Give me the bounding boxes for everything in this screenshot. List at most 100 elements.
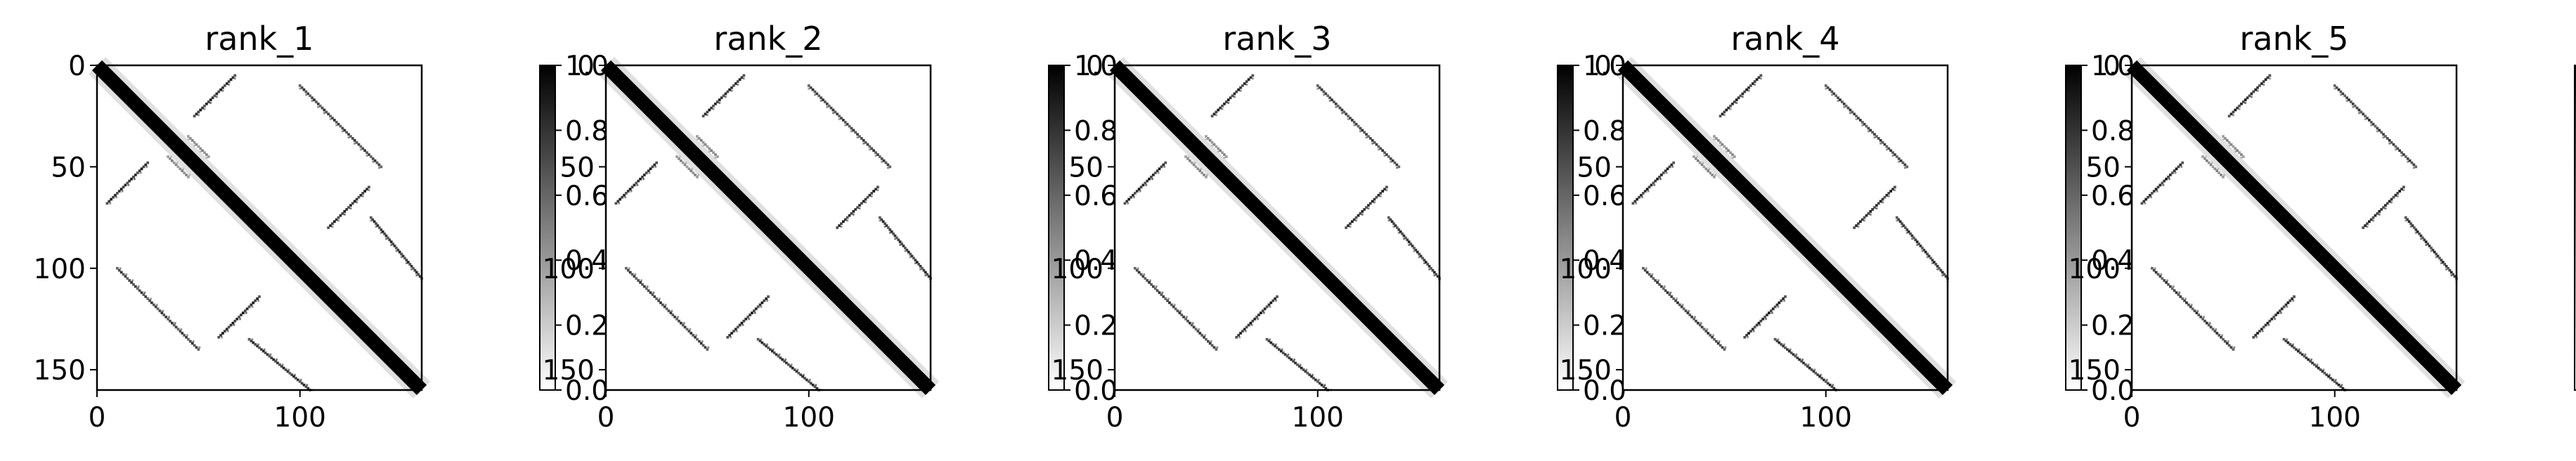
contact-cell <box>1151 178 1153 181</box>
contact-cell <box>2312 363 2316 366</box>
contact-cell <box>742 319 746 323</box>
contact-cell <box>298 380 302 383</box>
contact-cell <box>1885 148 1888 151</box>
contact-cell <box>2156 186 2160 189</box>
contact-cell <box>205 102 208 105</box>
contact-cell <box>2252 336 2255 339</box>
contact-cell <box>281 363 284 366</box>
contact-cell <box>675 155 678 158</box>
contact-cell <box>1894 189 1896 192</box>
contact-cell <box>2173 169 2176 173</box>
contact-cell <box>1713 138 1716 141</box>
contact-cell <box>254 343 257 346</box>
contact-cell <box>2386 137 2389 140</box>
contact-cell <box>1198 332 1202 335</box>
contact-cell <box>1345 112 1348 116</box>
contact-cell <box>866 195 869 199</box>
contact-cell <box>1708 167 1711 170</box>
contact-cell <box>1399 230 1402 233</box>
contact-cell <box>115 192 119 195</box>
contact-cell <box>870 195 873 197</box>
contact-cell <box>1694 316 1696 318</box>
contact-cell <box>242 311 245 315</box>
contact-cell <box>1160 293 1163 297</box>
x-tick-label: 100 <box>1292 402 1344 434</box>
contact-cell <box>217 336 221 339</box>
contact-cell <box>701 115 705 118</box>
contact-cell <box>1883 195 1886 199</box>
contact-cell <box>1851 110 1854 114</box>
contact-cell <box>323 112 325 115</box>
contact-cell <box>1731 102 1734 105</box>
contact-cell <box>1867 126 1870 130</box>
contact-cell <box>1383 151 1386 155</box>
contact-cell <box>117 190 121 193</box>
contact-cell <box>1849 112 1851 115</box>
contact-cell <box>1695 155 1698 158</box>
contact-cell <box>380 165 383 169</box>
contact-cell <box>1714 339 1718 343</box>
contact-cell <box>2144 197 2148 201</box>
contact-cell <box>1212 346 1216 349</box>
contact-cell <box>803 377 806 380</box>
contact-cell <box>304 90 308 93</box>
contact-cell <box>359 193 363 197</box>
contact-cell <box>2266 321 2270 325</box>
contact-cell <box>1253 318 1257 320</box>
contact-cell <box>1658 175 1661 178</box>
contact-cell <box>1413 249 1416 252</box>
contact-cell <box>1379 195 1382 197</box>
contact-cell <box>162 313 166 317</box>
contact-cell <box>353 138 356 142</box>
contact-cell <box>2360 110 2363 114</box>
contact-cell <box>1196 167 1200 171</box>
contact-cell <box>1881 141 1884 144</box>
contact-cell <box>2262 80 2265 83</box>
contact-cell <box>1723 348 1726 351</box>
contact-cell <box>1322 90 1326 93</box>
contact-cell <box>1645 271 1649 274</box>
contact-cell <box>2409 222 2412 226</box>
contact-cell <box>1317 379 1320 382</box>
contact-cell <box>679 321 682 325</box>
contact-cell <box>245 307 249 311</box>
contact-cell <box>730 332 733 335</box>
contact-cell <box>737 83 739 86</box>
contact-cell <box>712 151 715 155</box>
contact-cell <box>1194 327 1198 331</box>
contact-cell <box>1350 119 1354 122</box>
contact-cell <box>1428 268 1431 271</box>
contact-cell <box>150 301 153 304</box>
contact-cell <box>290 373 294 377</box>
contact-cell <box>2154 267 2156 270</box>
contact-cell <box>2291 297 2293 300</box>
contact-cell <box>1672 297 1676 300</box>
contact-cell <box>1676 297 1678 300</box>
contact-cell <box>1747 86 1750 89</box>
contact-cell <box>1133 266 1137 270</box>
contact-cell <box>2167 175 2170 178</box>
contact-cell <box>1179 309 1182 312</box>
contact-cell <box>1239 86 1242 89</box>
contact-cell <box>302 88 306 91</box>
contact-cell <box>1857 226 1860 228</box>
contact-cell <box>2396 195 2399 197</box>
contact-cell <box>1704 167 1708 171</box>
contact-cell <box>197 145 200 148</box>
contact-cell <box>148 299 151 302</box>
contact-cell <box>1247 78 1250 82</box>
contact-cell <box>250 339 253 343</box>
contact-cell <box>1257 313 1260 317</box>
contact-cell <box>868 148 871 151</box>
contact-cell <box>2277 311 2279 315</box>
contact-cell <box>697 174 699 176</box>
contact-cell <box>142 293 145 297</box>
contact-cell <box>2179 163 2182 167</box>
contact-cell <box>1664 289 1667 292</box>
contact-cell <box>718 101 721 104</box>
contact-cell <box>922 268 926 272</box>
contact-cell <box>787 363 790 366</box>
contact-cell <box>894 238 896 240</box>
contact-cell <box>1385 186 1388 189</box>
